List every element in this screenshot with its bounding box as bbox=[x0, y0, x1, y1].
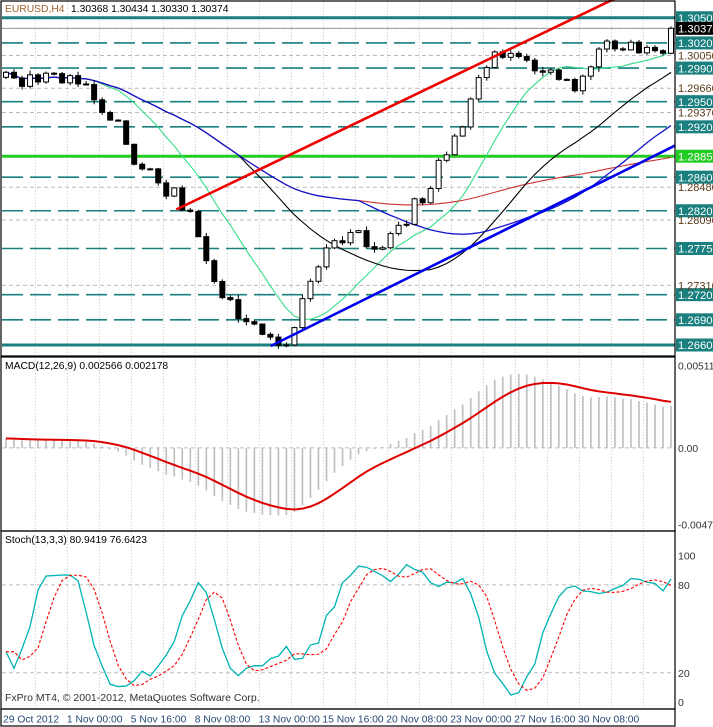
svg-text:1.28480: 1.28480 bbox=[678, 182, 713, 194]
svg-text:13 Nov 00:00: 13 Nov 00:00 bbox=[259, 715, 321, 726]
svg-text:1.29370: 1.29370 bbox=[678, 108, 713, 120]
svg-text:20: 20 bbox=[678, 668, 690, 680]
svg-text:1.26900: 1.26900 bbox=[678, 315, 713, 327]
svg-text:1.29660: 1.29660 bbox=[678, 83, 713, 95]
svg-text:29 Oct 2012: 29 Oct 2012 bbox=[3, 715, 59, 726]
svg-text:1.26600: 1.26600 bbox=[678, 340, 713, 352]
svg-text:1.30374: 1.30374 bbox=[678, 24, 713, 36]
svg-text:27 Nov 16:00: 27 Nov 16:00 bbox=[514, 715, 576, 726]
svg-text:1.30200: 1.30200 bbox=[678, 38, 713, 50]
svg-text:1.27310: 1.27310 bbox=[678, 280, 713, 292]
svg-text:MACD(12,26,9) 0.002566 0.00217: MACD(12,26,9) 0.002566 0.002178 bbox=[5, 361, 168, 372]
svg-text:20 Nov 08:00: 20 Nov 08:00 bbox=[386, 715, 448, 726]
svg-text:80: 80 bbox=[678, 580, 690, 592]
svg-text:100: 100 bbox=[678, 551, 696, 563]
svg-text:0.00: 0.00 bbox=[678, 444, 698, 455]
svg-text:5 Nov 16:00: 5 Nov 16:00 bbox=[131, 715, 187, 726]
svg-text:1.30368 1.30434 1.30330 1.3: 1.30368 1.30434 1.30330 1.30374 bbox=[71, 4, 229, 15]
svg-text:8 Nov 08:00: 8 Nov 08:00 bbox=[195, 715, 251, 726]
svg-text:FxPro MT4, © 2001-2012, MetaQu: FxPro MT4, © 2001-2012, MetaQuotes Softw… bbox=[5, 692, 260, 704]
svg-text:1.28850: 1.28850 bbox=[678, 151, 713, 163]
svg-text:Stoch(13,3,3) 80.9419 76.6423: Stoch(13,3,3) 80.9419 76.6423 bbox=[5, 535, 147, 546]
svg-text:15 Nov 16:00: 15 Nov 16:00 bbox=[322, 715, 384, 726]
svg-text:0: 0 bbox=[678, 697, 684, 709]
svg-text:30 Nov 08:00: 30 Nov 08:00 bbox=[578, 715, 640, 726]
svg-text:1 Nov 00:00: 1 Nov 00:00 bbox=[67, 715, 123, 726]
svg-text:0.00511: 0.00511 bbox=[678, 362, 713, 373]
svg-text:EURUSD,H4: EURUSD,H4 bbox=[5, 4, 65, 15]
svg-text:1.29900: 1.29900 bbox=[678, 63, 713, 75]
svg-text:1.30050: 1.30050 bbox=[678, 51, 713, 63]
svg-text:1.29200: 1.29200 bbox=[678, 122, 713, 134]
svg-text:23 Nov 00:00: 23 Nov 00:00 bbox=[450, 715, 512, 726]
svg-text:1.28090: 1.28090 bbox=[678, 215, 713, 227]
svg-text:1.27750: 1.27750 bbox=[678, 244, 713, 256]
